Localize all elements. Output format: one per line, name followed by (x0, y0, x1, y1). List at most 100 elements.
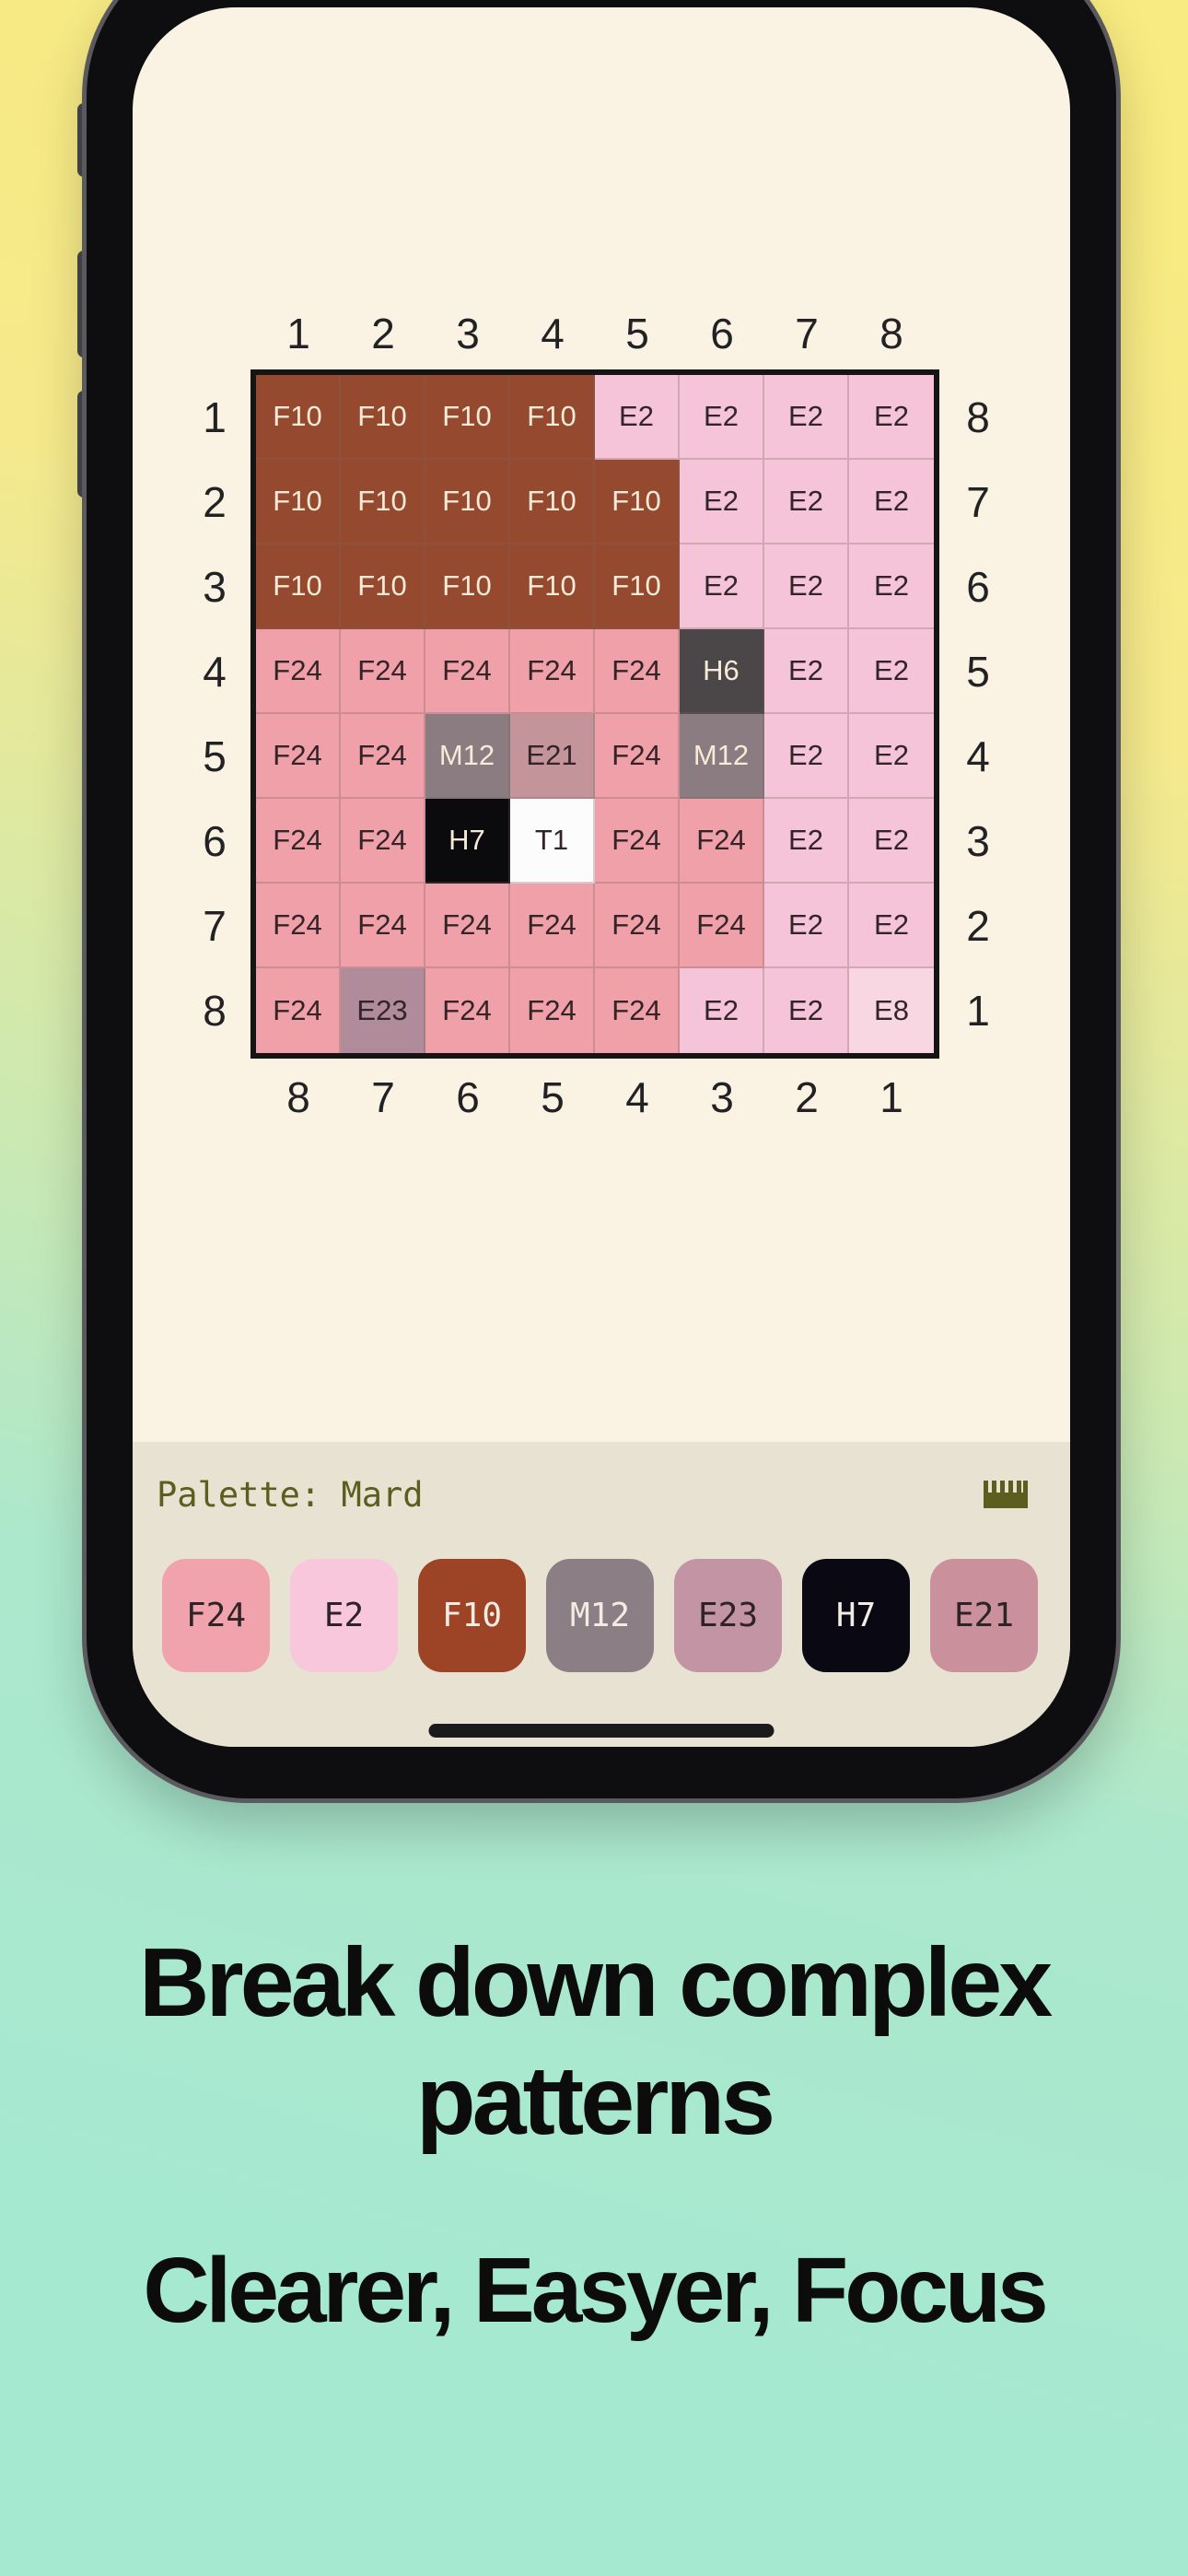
pattern-grid[interactable]: F10 F10 F10 F10 E2 E2 E2 E2 F10 F10 F10 F10 F10 E2 E2 E… (250, 369, 939, 1059)
grid-cell[interactable]: M12 (425, 714, 510, 799)
row-header: 6 (966, 563, 990, 611)
column-header: 4 (625, 1073, 649, 1121)
palette-swatch[interactable]: H7 (802, 1559, 910, 1672)
grid-cell[interactable]: F24 (595, 629, 680, 714)
grid-cell[interactable]: E2 (595, 375, 680, 460)
grid-cell[interactable]: F24 (595, 884, 680, 968)
ruler-icon[interactable] (984, 1481, 1028, 1508)
grid-cell[interactable]: F24 (341, 799, 425, 884)
grid-cell[interactable]: F10 (425, 460, 510, 544)
column-header: 3 (456, 310, 480, 357)
grid-cell[interactable]: E2 (680, 460, 764, 544)
row-header: 6 (203, 817, 227, 865)
grid-cell[interactable]: H7 (425, 799, 510, 884)
grid-cell[interactable]: H6 (680, 629, 764, 714)
grid-cell[interactable]: F24 (510, 968, 595, 1053)
palette-swatch[interactable]: F10 (418, 1559, 526, 1672)
grid-cell[interactable]: F24 (256, 799, 341, 884)
grid-cell[interactable]: E2 (849, 714, 934, 799)
palette-swatch[interactable]: F24 (162, 1559, 270, 1672)
palette-title: Palette: Mard (157, 1475, 424, 1515)
column-header: 8 (879, 310, 903, 357)
row-header: 7 (966, 478, 990, 526)
grid-cell[interactable]: F24 (425, 968, 510, 1053)
grid-cell[interactable]: E2 (764, 884, 849, 968)
grid-cell[interactable]: E2 (764, 799, 849, 884)
grid-cell[interactable]: E2 (680, 544, 764, 629)
grid-cell[interactable]: E2 (764, 714, 849, 799)
grid-cell[interactable]: F24 (256, 629, 341, 714)
grid-cell[interactable]: E2 (680, 375, 764, 460)
grid-cell[interactable]: E2 (849, 544, 934, 629)
column-header: 5 (541, 1073, 565, 1121)
grid-cell[interactable]: F24 (680, 799, 764, 884)
headline-line2: patterns (415, 2046, 775, 2155)
grid-cell[interactable]: F10 (595, 544, 680, 629)
grid-cell[interactable]: F24 (680, 884, 764, 968)
grid-cell[interactable]: F24 (341, 714, 425, 799)
grid-cell[interactable]: F24 (595, 714, 680, 799)
column-header: 2 (371, 310, 395, 357)
column-header: 1 (879, 1073, 903, 1121)
grid-cell[interactable]: E2 (849, 884, 934, 968)
row-header: 1 (203, 393, 227, 441)
grid-cell[interactable]: F24 (425, 884, 510, 968)
grid-cell[interactable]: F10 (256, 544, 341, 629)
palette-swatch[interactable]: M12 (546, 1559, 654, 1672)
palette-swatch[interactable]: E21 (930, 1559, 1038, 1672)
grid-cell[interactable]: E2 (849, 629, 934, 714)
grid-cell[interactable]: F10 (595, 460, 680, 544)
grid-cell[interactable]: F10 (341, 375, 425, 460)
grid-cell[interactable]: E2 (764, 968, 849, 1053)
grid-row-labels-left: 1 2 3 4 5 6 7 8 (178, 375, 251, 1053)
grid-cell[interactable]: F24 (341, 884, 425, 968)
headline: Break down complex patterns (0, 1924, 1188, 2160)
grid-cell[interactable]: F10 (341, 544, 425, 629)
column-header: 6 (456, 1073, 480, 1121)
grid-cell[interactable]: F24 (256, 884, 341, 968)
grid-cell[interactable]: F10 (256, 375, 341, 460)
grid-cell[interactable]: M12 (680, 714, 764, 799)
grid-cell[interactable]: E2 (849, 460, 934, 544)
column-header: 3 (710, 1073, 734, 1121)
grid-cell[interactable]: F24 (595, 799, 680, 884)
grid-cell[interactable]: F24 (510, 629, 595, 714)
grid-cell[interactable]: F10 (510, 375, 595, 460)
grid-cell[interactable]: E2 (764, 544, 849, 629)
grid-cell[interactable]: T1 (510, 799, 595, 884)
home-indicator[interactable] (428, 1724, 775, 1738)
grid-cell[interactable]: E23 (341, 968, 425, 1053)
grid-cell[interactable]: E21 (510, 714, 595, 799)
grid-cell[interactable]: F10 (256, 460, 341, 544)
grid-cell[interactable]: F10 (425, 544, 510, 629)
grid-cell[interactable]: F24 (595, 968, 680, 1053)
grid-cell[interactable]: F24 (256, 714, 341, 799)
column-header: 7 (795, 310, 819, 357)
palette-swatch[interactable]: E2 (290, 1559, 398, 1672)
palette-swatch-row[interactable]: F24 E2 F10 M12 E23 H7 E21 (162, 1559, 1038, 1672)
row-header: 4 (966, 732, 990, 780)
grid-cell[interactable]: E8 (849, 968, 934, 1053)
grid-cell[interactable]: E2 (764, 629, 849, 714)
grid-cell[interactable]: F10 (510, 460, 595, 544)
grid-cell[interactable]: F24 (256, 968, 341, 1053)
grid-cell[interactable]: F10 (341, 460, 425, 544)
row-header: 1 (966, 987, 990, 1035)
grid-cell[interactable]: F24 (341, 629, 425, 714)
grid-cell[interactable]: E2 (764, 460, 849, 544)
grid-cell[interactable]: E2 (680, 968, 764, 1053)
subheadline: Clearer, Easyer, Focus (143, 2239, 1048, 2342)
grid-cell[interactable]: F24 (425, 629, 510, 714)
grid-cell[interactable]: E2 (849, 799, 934, 884)
grid-cell[interactable]: F10 (510, 544, 595, 629)
palette-swatch[interactable]: E23 (674, 1559, 782, 1672)
row-header: 5 (203, 732, 227, 780)
grid-cell[interactable]: F24 (510, 884, 595, 968)
palette-bar: Palette: Mard F24 E2 F10 M12 E23 H7 E21 (133, 1442, 1070, 1747)
grid-cell[interactable]: F10 (425, 375, 510, 460)
grid-cell[interactable]: E2 (849, 375, 934, 460)
row-header: 3 (966, 817, 990, 865)
grid-cell[interactable]: E2 (764, 375, 849, 460)
